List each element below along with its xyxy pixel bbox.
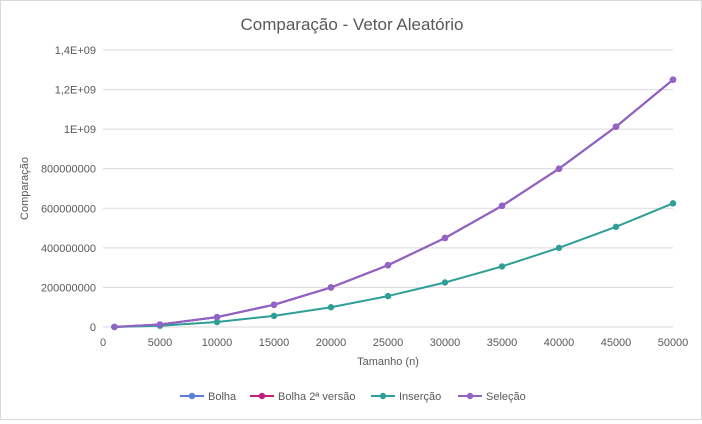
gridlines bbox=[103, 49, 673, 328]
y-axis-ticks: 0 200000000 400000000 600000000 800000000 1E+… bbox=[41, 45, 96, 334]
legend-swatch-marker bbox=[379, 392, 387, 400]
x-tick-label: 40000 bbox=[544, 337, 575, 349]
y-tick-label: 0 bbox=[90, 322, 96, 334]
data-point bbox=[111, 323, 118, 331]
series-line bbox=[114, 202, 674, 328]
x-tick-label: 45000 bbox=[601, 337, 632, 349]
data-point bbox=[612, 123, 620, 130]
series-3 bbox=[111, 200, 677, 331]
y-tick-label: 1,4E+09 bbox=[55, 45, 96, 57]
data-point bbox=[612, 223, 620, 231]
y-tick-label: 800000000 bbox=[41, 164, 96, 176]
legend-entry: Seleção bbox=[458, 391, 526, 403]
legend-swatch-marker bbox=[188, 392, 196, 400]
data-point bbox=[327, 284, 335, 291]
x-tick-label: 35000 bbox=[487, 337, 518, 349]
series-layer bbox=[111, 76, 677, 331]
legend-label: Seleção bbox=[486, 391, 526, 403]
data-point bbox=[213, 313, 221, 321]
data-point bbox=[441, 279, 449, 286]
x-tick-label: 15000 bbox=[259, 337, 290, 349]
series-line bbox=[114, 78, 674, 328]
y-tick-label: 200000000 bbox=[41, 282, 96, 294]
chart-title: Comparação - Vetor Aleatório bbox=[240, 15, 463, 34]
x-tick-label: 20000 bbox=[316, 337, 347, 349]
data-point bbox=[555, 165, 563, 172]
x-axis-title: Tamanho (n) bbox=[357, 356, 419, 368]
series-line bbox=[114, 78, 674, 328]
legend-label: Bolha 2ª versão bbox=[278, 391, 355, 403]
x-tick-label: 50000 bbox=[658, 337, 689, 349]
data-point bbox=[384, 261, 392, 269]
y-tick-label: 1,2E+09 bbox=[55, 85, 96, 97]
x-tick-label: 0 bbox=[100, 337, 106, 349]
data-point bbox=[555, 244, 563, 252]
data-point bbox=[384, 292, 392, 300]
data-point bbox=[156, 321, 164, 328]
y-tick-label: 1E+09 bbox=[64, 124, 96, 136]
series-2 bbox=[111, 76, 677, 331]
data-point bbox=[270, 301, 278, 308]
x-tick-label: 10000 bbox=[202, 337, 233, 349]
data-point bbox=[441, 234, 449, 242]
legend-label: Inserção bbox=[399, 391, 441, 403]
legend: Bolha Bolha 2ª versão Inserção Seleção bbox=[180, 391, 526, 403]
legend-entry: Bolha 2ª versão bbox=[250, 391, 355, 403]
x-tick-label: 5000 bbox=[148, 337, 172, 349]
y-axis-title: Comparação bbox=[19, 157, 31, 220]
y-tick-label: 400000000 bbox=[41, 243, 96, 255]
legend-swatch-marker bbox=[466, 392, 474, 400]
legend-entry: Inserção bbox=[371, 391, 441, 403]
data-point bbox=[498, 202, 506, 210]
series-1 bbox=[111, 76, 677, 331]
data-point bbox=[669, 200, 677, 207]
x-axis-ticks: 0 5000 10000 15000 20000 25000 30000 35000 40000… bbox=[100, 337, 688, 349]
data-point bbox=[669, 76, 677, 83]
legend-label: Bolha bbox=[208, 391, 237, 403]
data-point bbox=[327, 304, 335, 311]
y-tick-label: 600000000 bbox=[41, 203, 96, 215]
data-point bbox=[270, 312, 278, 320]
legend-swatch-marker bbox=[258, 392, 266, 400]
data-point bbox=[498, 263, 506, 270]
legend-entry: Bolha bbox=[180, 391, 237, 403]
x-tick-label: 30000 bbox=[430, 337, 461, 349]
data-point bbox=[213, 318, 221, 326]
series-4 bbox=[111, 76, 677, 331]
x-tick-label: 25000 bbox=[373, 337, 404, 349]
series-line bbox=[114, 78, 674, 328]
